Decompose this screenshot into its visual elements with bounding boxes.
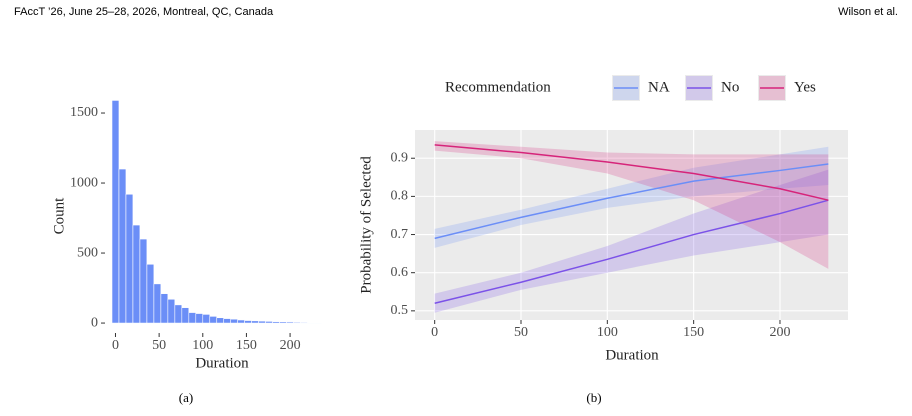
bar [223,318,232,324]
legend-label: NA [648,79,670,95]
bar [272,321,280,324]
x-tick-label: 50 [152,338,166,353]
line [434,199,829,304]
y-tick-label: 0.6 [391,265,409,280]
x-tick-label: 0 [112,338,119,353]
y-tick-label: 1500 [70,105,98,120]
bar [279,321,287,324]
bar [293,321,301,324]
y-tick-label: 0.5 [391,303,409,318]
bar [125,193,134,324]
y-axis-label: Probability of Selected [358,156,374,294]
bar [195,313,204,324]
bar [286,321,294,324]
bar [265,321,273,324]
y-tick-label: 1000 [70,175,98,190]
x-tick-label: 0 [431,325,438,340]
bar [153,283,162,324]
x-tick-label: 100 [597,325,618,340]
bar [160,293,169,324]
confidence-band [434,146,829,248]
line [434,144,829,201]
bar [146,263,155,324]
plot [111,100,322,324]
x-tick-label: 50 [514,325,528,340]
x-tick-label: 200 [769,325,790,340]
bar [188,312,197,324]
y-tick-label: 0.9 [391,150,409,165]
bar [244,320,252,324]
legend-title: Recommendation [445,79,551,95]
bar [237,319,245,324]
x-axis-label: Duration [195,355,249,371]
x-tick-label: 100 [192,338,213,353]
y-tick-label: 500 [77,245,98,260]
x-axis-label: Duration [605,347,659,363]
confidence-band [434,169,829,313]
bar [139,238,148,324]
y-tick-label: 0.8 [391,189,409,204]
legend-label: Yes [794,79,816,95]
bar [167,298,176,324]
header-left: FAccT ’26, June 25–28, 2026, Montreal, Q… [14,6,274,18]
line [434,163,829,240]
bar [202,314,211,324]
caption: (a) [179,390,193,405]
bar [118,168,127,324]
bar [111,100,120,324]
y-tick-label: 0 [91,315,98,330]
x-tick-label: 200 [280,338,301,353]
bar [251,320,259,324]
bar [216,317,225,324]
legend-label: No [721,79,739,95]
bar [181,307,190,324]
x-tick-label: 150 [236,338,257,353]
caption: (b) [586,390,601,405]
y-tick-label: 0.7 [391,227,409,242]
bar [132,224,141,324]
x-tick-label: 150 [683,325,704,340]
plot [415,130,848,320]
bar [230,318,238,324]
bar [174,304,183,324]
bar [300,322,308,324]
y-axis-label: Count [51,197,67,235]
confidence-band [434,141,829,269]
header-right: Wilson et al. [838,6,898,18]
bar [307,322,315,324]
bar [258,320,266,324]
bar [209,316,218,324]
